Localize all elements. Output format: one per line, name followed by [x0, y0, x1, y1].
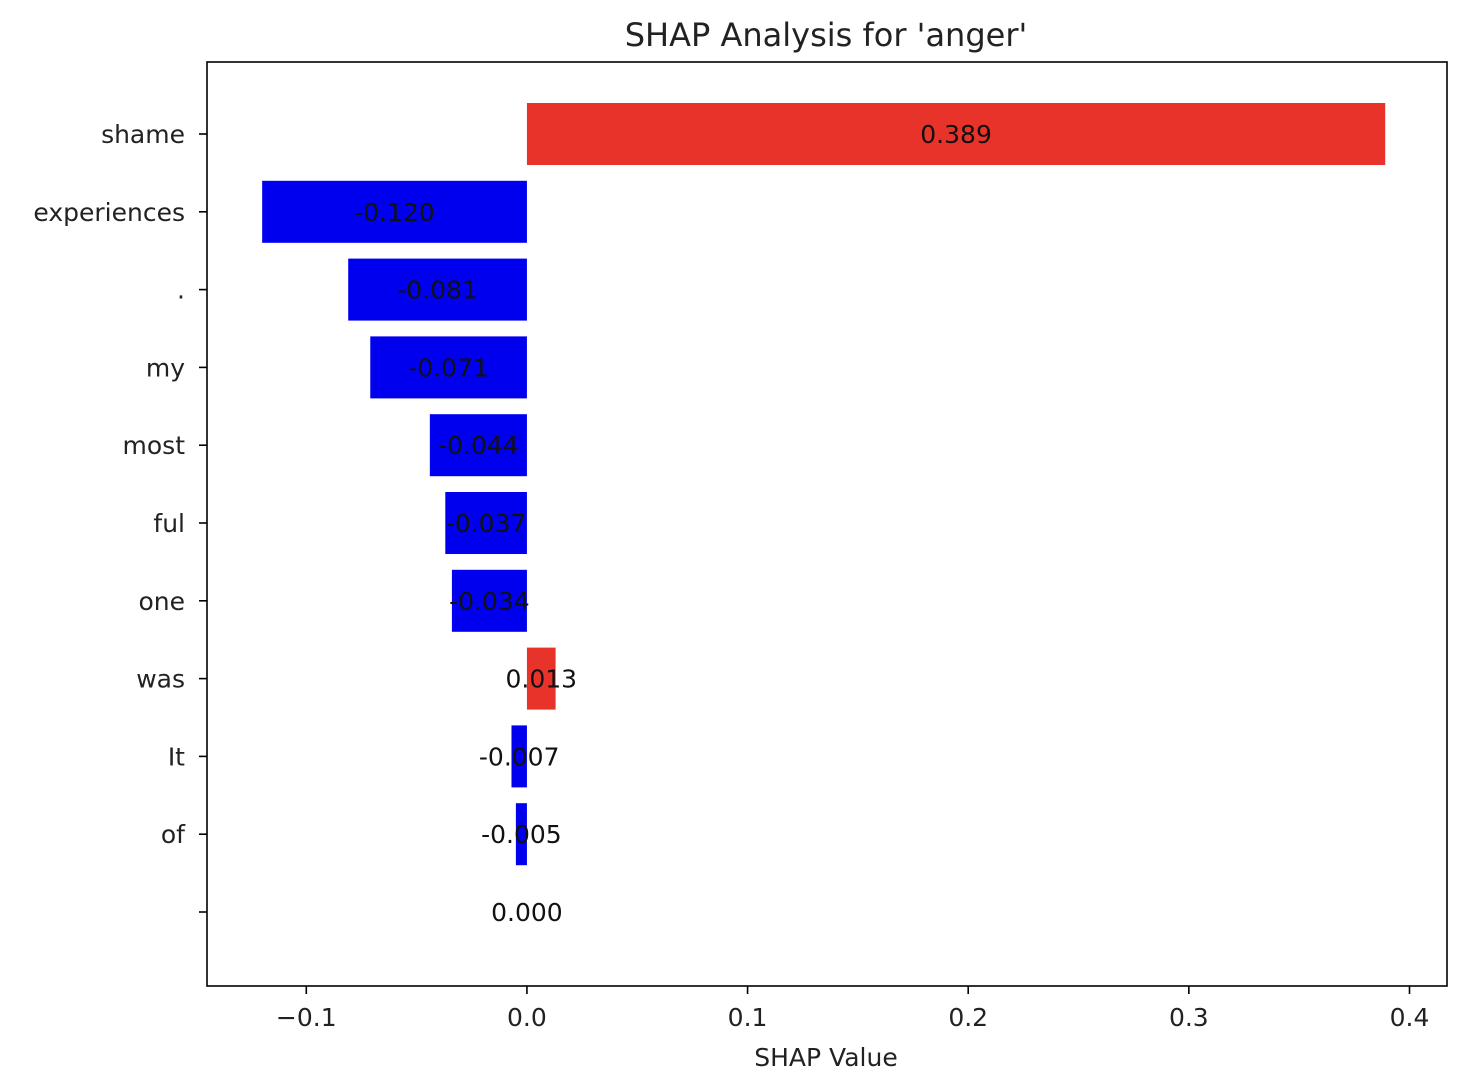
- x-tick-label: −0.1: [276, 1003, 337, 1032]
- y-tick-label: shame: [101, 120, 185, 149]
- bar-value-label: -0.120: [354, 198, 435, 227]
- bar-value-label: -0.037: [446, 509, 527, 538]
- bar-period: [348, 258, 527, 321]
- x-tick-label: 0.3: [1169, 1003, 1209, 1032]
- bar-most: [429, 414, 527, 477]
- y-tick-label: was: [136, 665, 185, 694]
- y-tick-label: most: [123, 431, 186, 460]
- y-tick-label: experiences: [33, 198, 185, 227]
- y-tick-label: my: [146, 353, 185, 382]
- x-tick-label: 0.1: [728, 1003, 768, 1032]
- bar-was: [526, 647, 556, 710]
- bar-value-label: -0.044: [438, 431, 519, 460]
- bar-value-label: -0.081: [397, 276, 478, 305]
- bar-value-label: -0.034: [449, 587, 530, 616]
- bar-value-label: 0.013: [505, 665, 577, 694]
- bar-it: [511, 725, 527, 788]
- plot-area-frame: [206, 61, 1448, 987]
- bar-one: [451, 569, 527, 632]
- bars-group: [262, 103, 1386, 866]
- y-tick-label: It: [168, 742, 185, 771]
- x-tick-label: 0.4: [1390, 1003, 1430, 1032]
- bar-value-label: 0.000: [491, 898, 563, 927]
- bar-value-label: -0.005: [481, 820, 562, 849]
- x-axis-label: SHAP Value: [754, 1043, 897, 1072]
- bar-my: [370, 336, 527, 399]
- x-tick-label: 0.2: [948, 1003, 988, 1032]
- chart-title: SHAP Analysis for 'anger': [625, 16, 1028, 54]
- y-tick-label: ful: [153, 509, 185, 538]
- bar-value-label: -0.071: [408, 353, 489, 382]
- y-axis-ticks: shame experiences. my most ful one was It of: [33, 120, 207, 913]
- x-tick-label: 0.0: [507, 1003, 547, 1032]
- bar-of: [515, 803, 527, 866]
- y-tick-label: .: [177, 276, 185, 305]
- bar-value-label: 0.389: [920, 120, 992, 149]
- x-axis-ticks: −0.1 0.0 0.1 0.2 0.3 0.4: [276, 986, 1429, 1032]
- bar-shame: [526, 103, 1386, 165]
- bar-value-label: -0.007: [479, 742, 560, 771]
- y-tick-label: of: [161, 820, 186, 849]
- bar-ful: [445, 492, 527, 554]
- bar-experiences: [262, 180, 527, 243]
- y-tick-label: one: [138, 587, 185, 616]
- bar-value-labels: 0.389 -0.120 -0.081 -0.071 -0.044 -0.037 -0.03…: [354, 120, 992, 927]
